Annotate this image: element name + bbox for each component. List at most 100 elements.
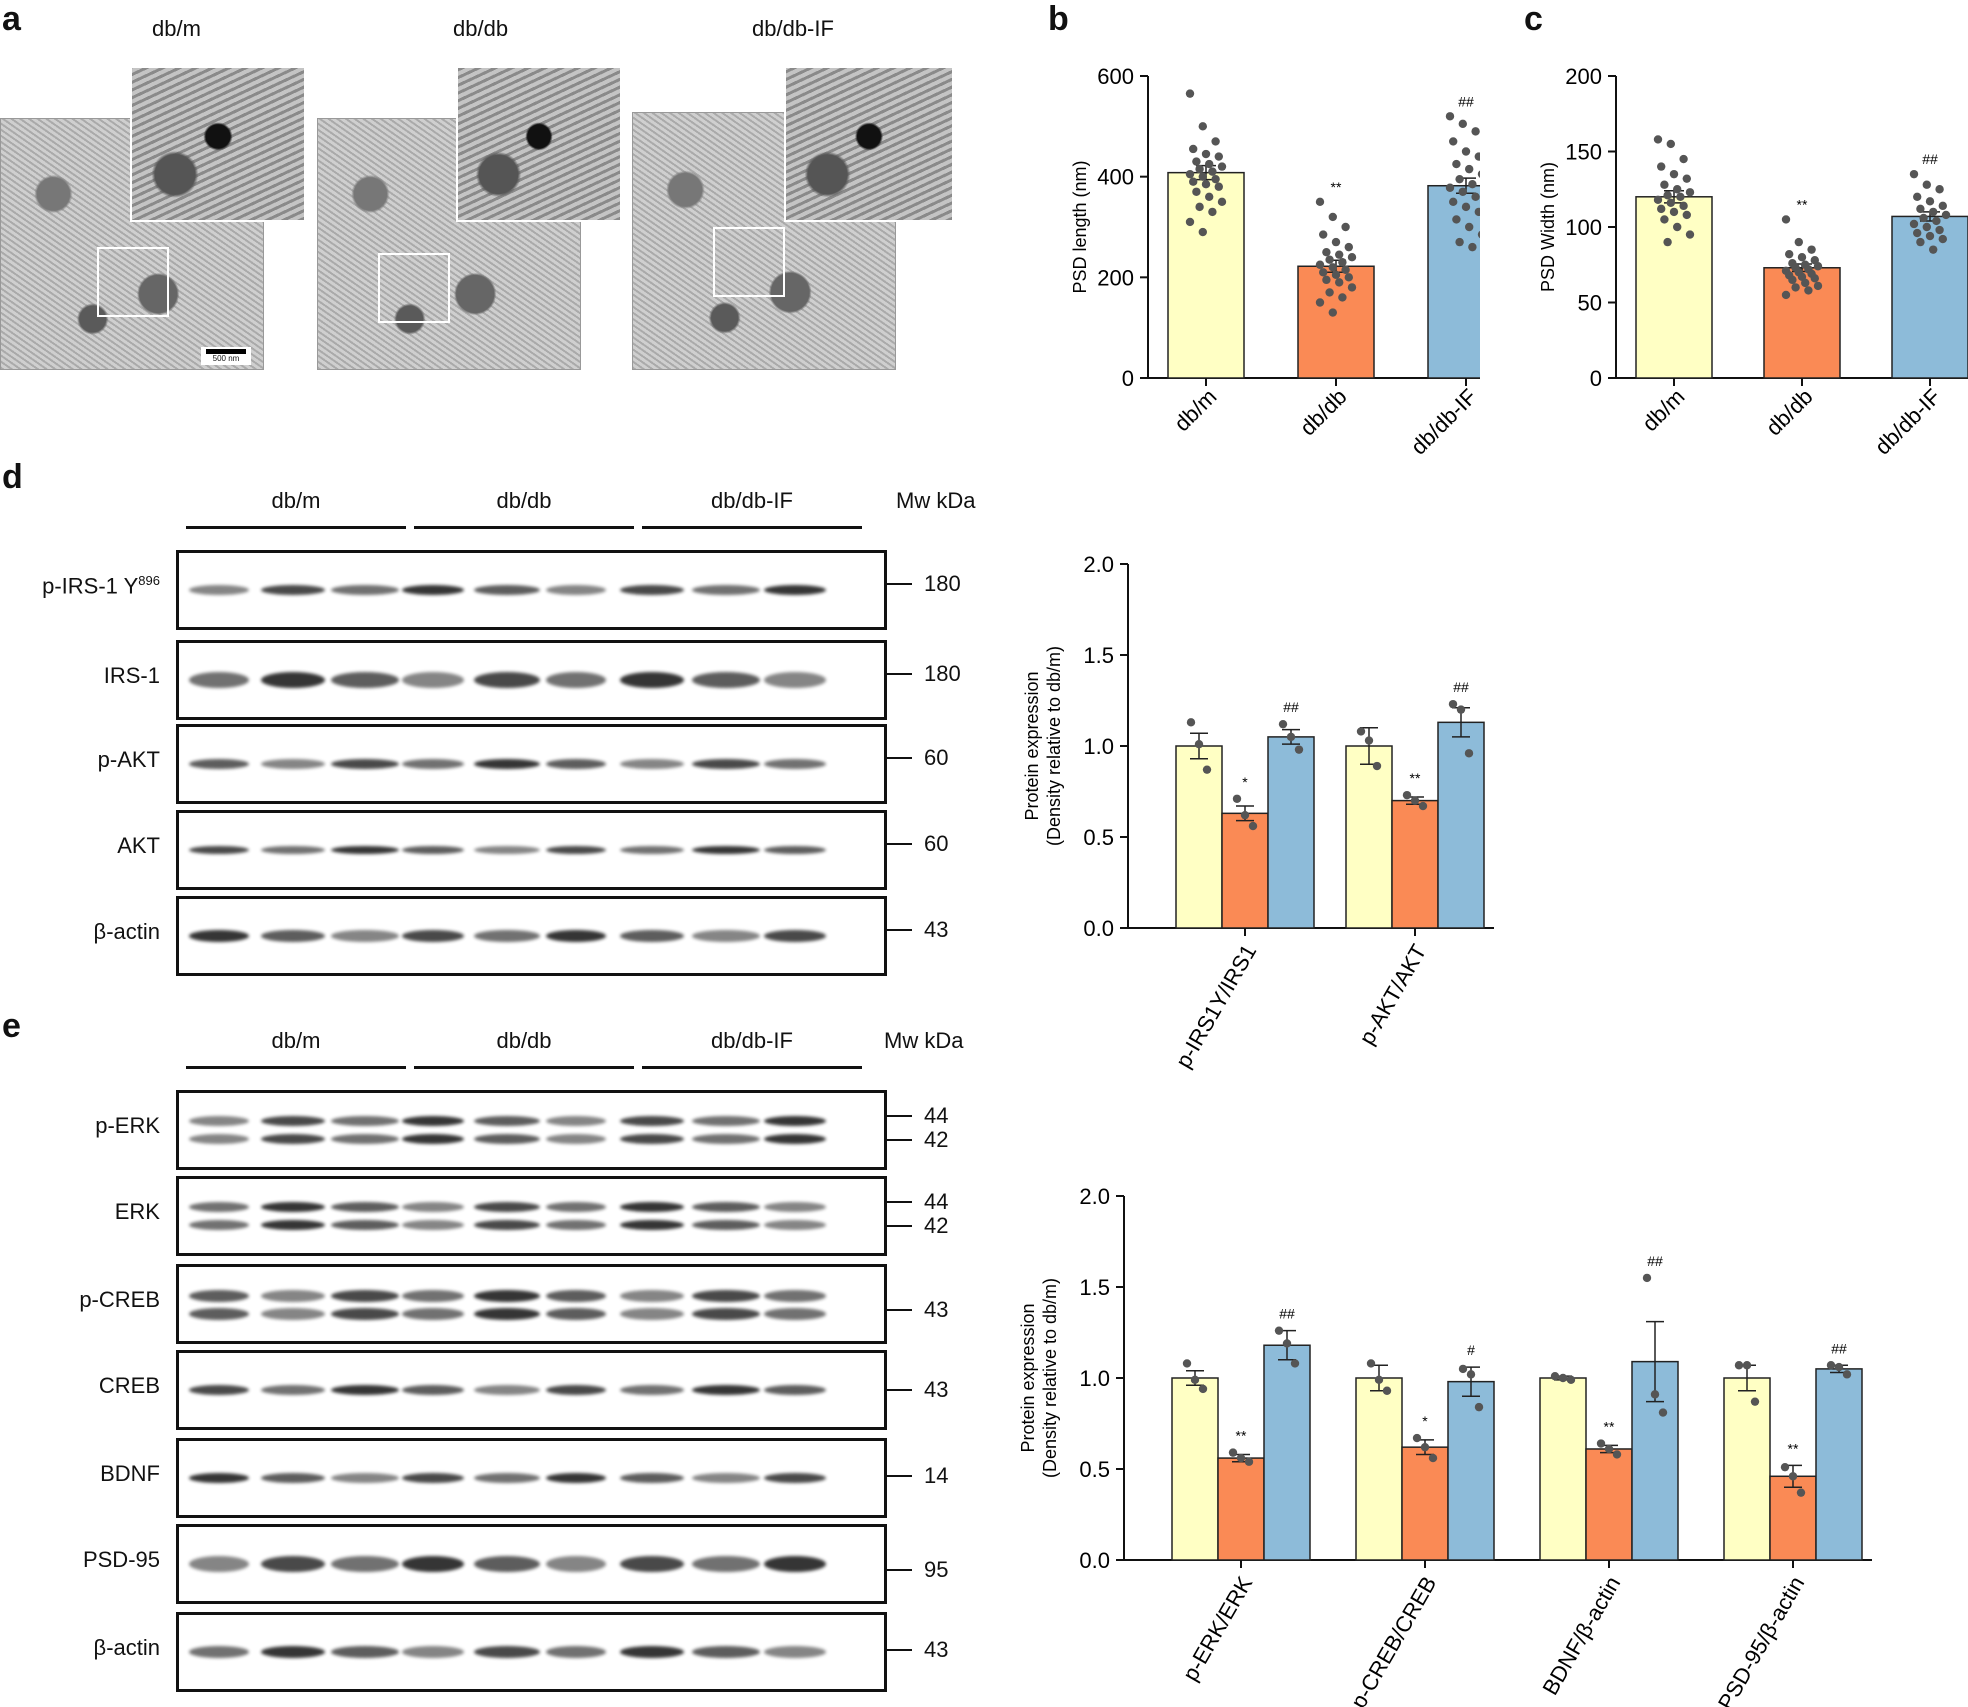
data-point (1325, 255, 1334, 264)
blot-band (261, 1202, 325, 1212)
data-point (1660, 215, 1669, 224)
blot-strip (176, 810, 887, 890)
blot-row-label: ERK (114, 1199, 160, 1224)
em-roi-box (97, 247, 169, 317)
data-point (1612, 1450, 1622, 1459)
blot-band (331, 759, 399, 769)
blot-band (474, 1116, 540, 1126)
mw-marker-line (884, 1569, 912, 1571)
data-point (1328, 263, 1337, 272)
blot-row-label: p-AKT (97, 747, 160, 772)
blot-row-label: p-ERK (95, 1113, 160, 1138)
y-tick-label: 150 (1565, 140, 1602, 165)
blot-band (402, 1220, 464, 1230)
blot-band (474, 1646, 540, 1658)
panel-letter-b: b (1048, 0, 1069, 38)
blot-band (331, 846, 399, 854)
data-point (1650, 1390, 1660, 1399)
blot-band (189, 1473, 249, 1483)
data-point (1466, 1370, 1476, 1379)
mw-marker-label: 60 (924, 831, 949, 856)
blot-strip (176, 1524, 887, 1604)
significance-label: ** (1788, 1440, 1799, 1456)
bar (1175, 745, 1223, 929)
data-point (1185, 169, 1195, 179)
mw-marker-label: 60 (924, 745, 949, 770)
y-tick-label: 0.0 (1083, 916, 1114, 941)
bar (1267, 736, 1315, 929)
blot-band (331, 1308, 399, 1320)
mw-marker-label: 43 (924, 1297, 949, 1322)
mw-marker-line (884, 1649, 912, 1651)
blot-band (402, 1134, 464, 1144)
data-point (1449, 197, 1458, 207)
blot-band (402, 759, 464, 769)
blot-row-label: AKT (117, 833, 160, 858)
data-point (1810, 274, 1819, 283)
significance-label: ** (1410, 770, 1421, 786)
blot-band (546, 1134, 606, 1144)
em-roi-box (378, 253, 450, 323)
mw-marker-line (884, 1139, 912, 1141)
data-point (1474, 152, 1480, 161)
em-label-dbdbif: db/db-IF (752, 16, 834, 41)
blot-band (402, 672, 464, 688)
data-point (1785, 249, 1794, 259)
y-tick-label: 100 (1565, 215, 1602, 240)
data-point (1932, 216, 1941, 226)
blot-band (261, 759, 325, 769)
significance-label: ** (1604, 1419, 1615, 1435)
data-point (1788, 1472, 1798, 1481)
data-point (1205, 159, 1214, 169)
em-inset-dbm (130, 66, 306, 222)
data-point (1319, 268, 1328, 277)
data-point (1364, 736, 1374, 745)
data-point (1322, 275, 1331, 285)
blot-band (692, 846, 760, 854)
blot-band (692, 759, 760, 769)
data-point (1240, 810, 1250, 820)
y-tick-label: 1.5 (1079, 1275, 1110, 1300)
data-point (1682, 174, 1691, 183)
panel-letter-e: e (2, 1007, 21, 1045)
significance-label: ## (1279, 1306, 1295, 1322)
data-point (1208, 167, 1217, 176)
blot-band (620, 1116, 684, 1126)
blot-band (189, 1134, 249, 1144)
mw-marker-label: 43 (924, 1637, 949, 1662)
blot-band (692, 1646, 760, 1658)
x-tick-label: p-AKT/AKT (1354, 940, 1431, 1049)
x-tick-label: db/db-IF (1870, 384, 1946, 460)
blot-group-label: db/m (271, 1028, 321, 1053)
blot-band (620, 1134, 684, 1144)
em-roi-box (713, 227, 785, 297)
blot-band (764, 1308, 826, 1320)
data-point (1182, 1359, 1192, 1368)
x-tick-label: db/m (1169, 384, 1221, 436)
data-point (1217, 197, 1227, 207)
mw-marker-line (884, 1201, 912, 1203)
data-point (1558, 1373, 1568, 1383)
blot-band (331, 1134, 399, 1144)
blot-band (402, 1202, 464, 1212)
bar (1763, 267, 1841, 379)
bar (1355, 1377, 1403, 1561)
data-point (1919, 213, 1928, 223)
blot-band (402, 1473, 464, 1483)
data-point (1925, 197, 1935, 206)
data-point (1468, 242, 1477, 252)
blot-group-line (414, 526, 634, 529)
mw-header: Mw kDa (896, 488, 976, 513)
data-point (1666, 139, 1675, 149)
mw-marker-label: 44 (924, 1103, 949, 1128)
blot-strip (176, 640, 887, 720)
blot-band (546, 1385, 606, 1395)
blot-band (402, 585, 464, 595)
data-point (1456, 705, 1466, 714)
bar (1585, 1448, 1633, 1561)
mw-marker-line (884, 1115, 912, 1117)
data-point (1282, 1339, 1292, 1348)
blot-band (189, 1385, 249, 1395)
bar (1539, 1377, 1587, 1561)
data-point (1669, 207, 1679, 217)
